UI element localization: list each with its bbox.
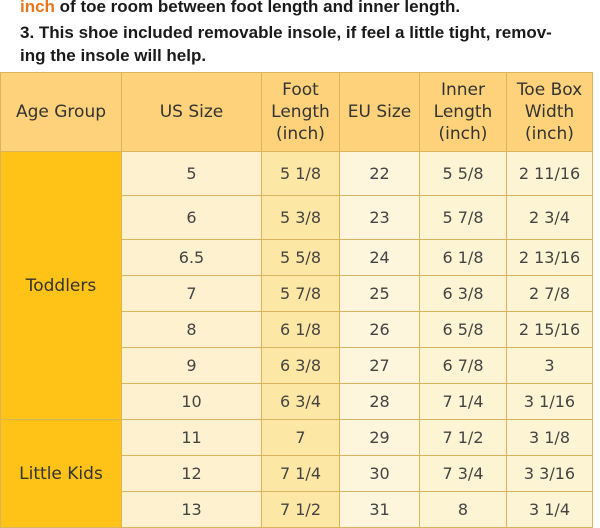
cell-eu-size: 22 bbox=[339, 151, 420, 196]
table-row: Toddlers 5 5 1/8 22 5 5/8 2 11/16 bbox=[0, 151, 593, 420]
note-line-3: ing the insole will help. bbox=[20, 46, 207, 65]
cell-eu-size: 31 bbox=[339, 491, 420, 528]
cell-inner-length: 6 5/8 bbox=[419, 311, 507, 348]
table-row: 6 5 3/8 23 5 7/8 2 3/4 bbox=[1, 195, 593, 240]
cell-us-size: 10 bbox=[121, 383, 262, 420]
cell-foot-length: 5 1/8 bbox=[261, 151, 340, 196]
header-inner-length: Inner Length (inch) bbox=[419, 72, 507, 152]
cell-eu-size: 26 bbox=[339, 311, 420, 348]
cell-inner-length: 8 bbox=[419, 491, 507, 528]
cell-toe-box: 3 3/16 bbox=[506, 455, 593, 492]
cell-us-size: 7 bbox=[121, 275, 262, 312]
cell-eu-size: 24 bbox=[339, 239, 420, 276]
cell-toe-box: 2 13/16 bbox=[506, 239, 593, 276]
cell-toe-box: 3 1/16 bbox=[506, 383, 593, 420]
table-row: Little Kids 11 7 29 7 1/2 3 1/8 bbox=[0, 419, 593, 528]
cell-us-size: 12 bbox=[121, 455, 262, 492]
cell-us-size: 9 bbox=[121, 347, 262, 384]
cell-toe-box: 2 11/16 bbox=[506, 151, 593, 196]
cell-inner-length: 5 7/8 bbox=[419, 195, 507, 240]
cell-toe-box: 3 1/8 bbox=[506, 419, 593, 456]
cell-eu-size: 27 bbox=[339, 347, 420, 384]
group-toddlers: Toddlers bbox=[0, 151, 122, 420]
note-line-2: 3. This shoe included removable insole, … bbox=[20, 23, 552, 42]
table-row: 10 6 3/4 28 7 1/4 3 1/16 bbox=[1, 383, 593, 420]
cell-toe-box: 3 bbox=[506, 347, 593, 384]
header-foot-length: Foot Length (inch) bbox=[261, 72, 340, 152]
cell-foot-length: 5 7/8 bbox=[261, 275, 340, 312]
cell-eu-size: 28 bbox=[339, 383, 420, 420]
cell-foot-length: 6 1/8 bbox=[261, 311, 340, 348]
cell-us-size: 6 bbox=[121, 195, 262, 240]
cell-inner-length: 7 1/4 bbox=[419, 383, 507, 420]
note-line-1: inch of toe room between foot length and… bbox=[20, 0, 460, 18]
cell-inner-length: 6 7/8 bbox=[419, 347, 507, 384]
table-row: 7 5 7/8 25 6 3/8 2 7/8 bbox=[1, 275, 593, 312]
cell-foot-length: 6 3/8 bbox=[261, 347, 340, 384]
cell-eu-size: 29 bbox=[339, 419, 420, 456]
cell-inner-length: 7 3/4 bbox=[419, 455, 507, 492]
size-notes: inch of toe room between foot length and… bbox=[0, 0, 600, 72]
cell-us-size: 8 bbox=[121, 311, 262, 348]
cell-us-size: 11 bbox=[121, 419, 262, 456]
note-line-1-text: of toe room between foot length and inne… bbox=[54, 0, 461, 16]
header-toe-box-width: Toe Box Width (inch) bbox=[506, 72, 593, 152]
header-eu-size: EU Size bbox=[339, 72, 420, 152]
cell-foot-length: 7 1/2 bbox=[261, 491, 340, 528]
table-row: 8 6 1/8 26 6 5/8 2 15/16 bbox=[1, 311, 593, 348]
cell-us-size: 13 bbox=[121, 491, 262, 528]
table-row: 9 6 3/8 27 6 7/8 3 bbox=[1, 347, 593, 384]
size-chart-table: Age Group US Size Foot Length (inch) EU Si… bbox=[0, 72, 593, 528]
cell-eu-size: 23 bbox=[339, 195, 420, 240]
cell-toe-box: 2 7/8 bbox=[506, 275, 593, 312]
cell-us-size: 5 bbox=[121, 151, 262, 196]
note-highlight: inch bbox=[20, 0, 55, 16]
header-age-group: Age Group bbox=[0, 72, 122, 152]
cell-foot-length: 6 3/4 bbox=[261, 383, 340, 420]
header-us-size: US Size bbox=[121, 72, 262, 152]
table-header-row: Age Group US Size Foot Length (inch) EU Si… bbox=[0, 72, 593, 152]
cell-inner-length: 6 1/8 bbox=[419, 239, 507, 276]
cell-us-size: 6.5 bbox=[121, 239, 262, 276]
cell-inner-length: 7 1/2 bbox=[419, 419, 507, 456]
group-little-kids: Little Kids bbox=[0, 419, 122, 528]
cell-toe-box: 2 3/4 bbox=[506, 195, 593, 240]
cell-foot-length: 7 1/4 bbox=[261, 455, 340, 492]
cell-foot-length: 7 bbox=[261, 419, 340, 456]
cell-toe-box: 2 15/16 bbox=[506, 311, 593, 348]
cell-foot-length: 5 3/8 bbox=[261, 195, 340, 240]
cell-eu-size: 30 bbox=[339, 455, 420, 492]
cell-eu-size: 25 bbox=[339, 275, 420, 312]
cell-foot-length: 5 5/8 bbox=[261, 239, 340, 276]
cell-toe-box: 3 1/4 bbox=[506, 491, 593, 528]
cell-inner-length: 6 3/8 bbox=[419, 275, 507, 312]
cell-inner-length: 5 5/8 bbox=[419, 151, 507, 196]
